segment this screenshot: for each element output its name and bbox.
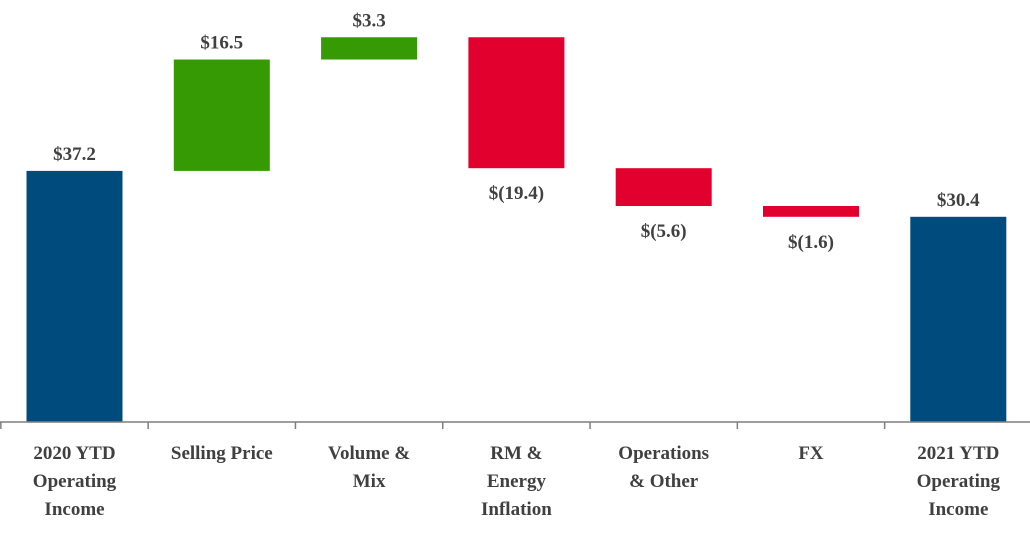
bar-decrease <box>615 168 712 206</box>
value-label: $(19.4) <box>489 183 544 204</box>
bar-total <box>26 170 123 422</box>
value-labels-group: $37.2 $16.5 $3.3 $(19.4) $(5.6) $(1.6) $30.4 <box>53 10 980 253</box>
category-label: 2020 YTD Operating Income <box>33 443 117 520</box>
bars-group <box>26 37 1007 422</box>
category-labels-group: 2020 YTD Operating Income Selling Price Volu… <box>33 443 1001 520</box>
value-label: $16.5 <box>200 33 243 54</box>
category-label: 2021 YTD Operating Income <box>917 443 1001 520</box>
category-label: Volume & Mix <box>328 443 410 492</box>
value-label: $3.3 <box>352 10 385 31</box>
category-label: Operations & Other <box>618 443 709 492</box>
bar-decrease <box>468 37 565 169</box>
category-label: Selling Price <box>171 443 273 464</box>
value-label: $(1.6) <box>788 232 834 253</box>
value-label: $30.4 <box>937 190 980 211</box>
x-axis-ticks <box>0 422 886 429</box>
category-label: FX <box>798 443 824 464</box>
bar-decrease <box>763 206 859 217</box>
category-label: RM & Energy Inflation <box>481 443 552 520</box>
value-label: $37.2 <box>53 144 96 165</box>
bar-increase <box>173 59 270 171</box>
value-label: $(5.6) <box>641 221 687 242</box>
bar-total <box>910 216 1007 422</box>
bar-increase <box>321 37 418 60</box>
